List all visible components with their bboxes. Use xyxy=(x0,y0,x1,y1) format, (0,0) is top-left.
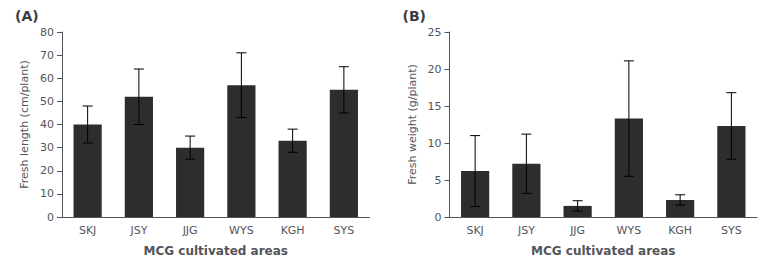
svg-text:5: 5 xyxy=(435,174,442,187)
svg-text:KGH: KGH xyxy=(668,224,692,237)
svg-text:MCG cultivated areas: MCG cultivated areas xyxy=(144,244,288,258)
svg-text:SKJ: SKJ xyxy=(79,224,96,237)
svg-text:10: 10 xyxy=(40,187,54,200)
svg-text:JSY: JSY xyxy=(129,224,147,237)
svg-text:70: 70 xyxy=(40,49,54,62)
svg-text:JJG: JJG xyxy=(569,224,585,237)
svg-text:50: 50 xyxy=(40,95,54,108)
svg-text:WYS: WYS xyxy=(229,224,254,237)
svg-text:WYS: WYS xyxy=(617,224,642,237)
svg-text:20: 20 xyxy=(40,164,54,177)
svg-text:60: 60 xyxy=(40,72,54,85)
svg-text:Fresh length (cm/plant): Fresh length (cm/plant) xyxy=(18,60,31,188)
svg-text:Fresh weight (g/plant): Fresh weight (g/plant) xyxy=(406,64,419,185)
svg-text:10: 10 xyxy=(428,137,442,150)
svg-text:15: 15 xyxy=(428,100,442,113)
svg-text:80: 80 xyxy=(40,26,54,39)
svg-text:(B): (B) xyxy=(403,8,426,24)
svg-text:MCG cultivated areas: MCG cultivated areas xyxy=(531,244,675,258)
svg-text:0: 0 xyxy=(435,211,442,224)
svg-text:20: 20 xyxy=(428,63,442,76)
svg-text:30: 30 xyxy=(40,141,54,154)
svg-text:JJG: JJG xyxy=(182,224,198,237)
svg-text:25: 25 xyxy=(428,26,442,39)
svg-text:JSY: JSY xyxy=(517,224,535,237)
svg-text:SYS: SYS xyxy=(334,224,355,237)
svg-text:40: 40 xyxy=(40,118,54,131)
svg-text:(A): (A) xyxy=(15,8,39,24)
svg-text:KGH: KGH xyxy=(281,224,305,237)
svg-text:SYS: SYS xyxy=(721,224,742,237)
svg-text:0: 0 xyxy=(47,211,54,224)
svg-text:SKJ: SKJ xyxy=(466,224,483,237)
